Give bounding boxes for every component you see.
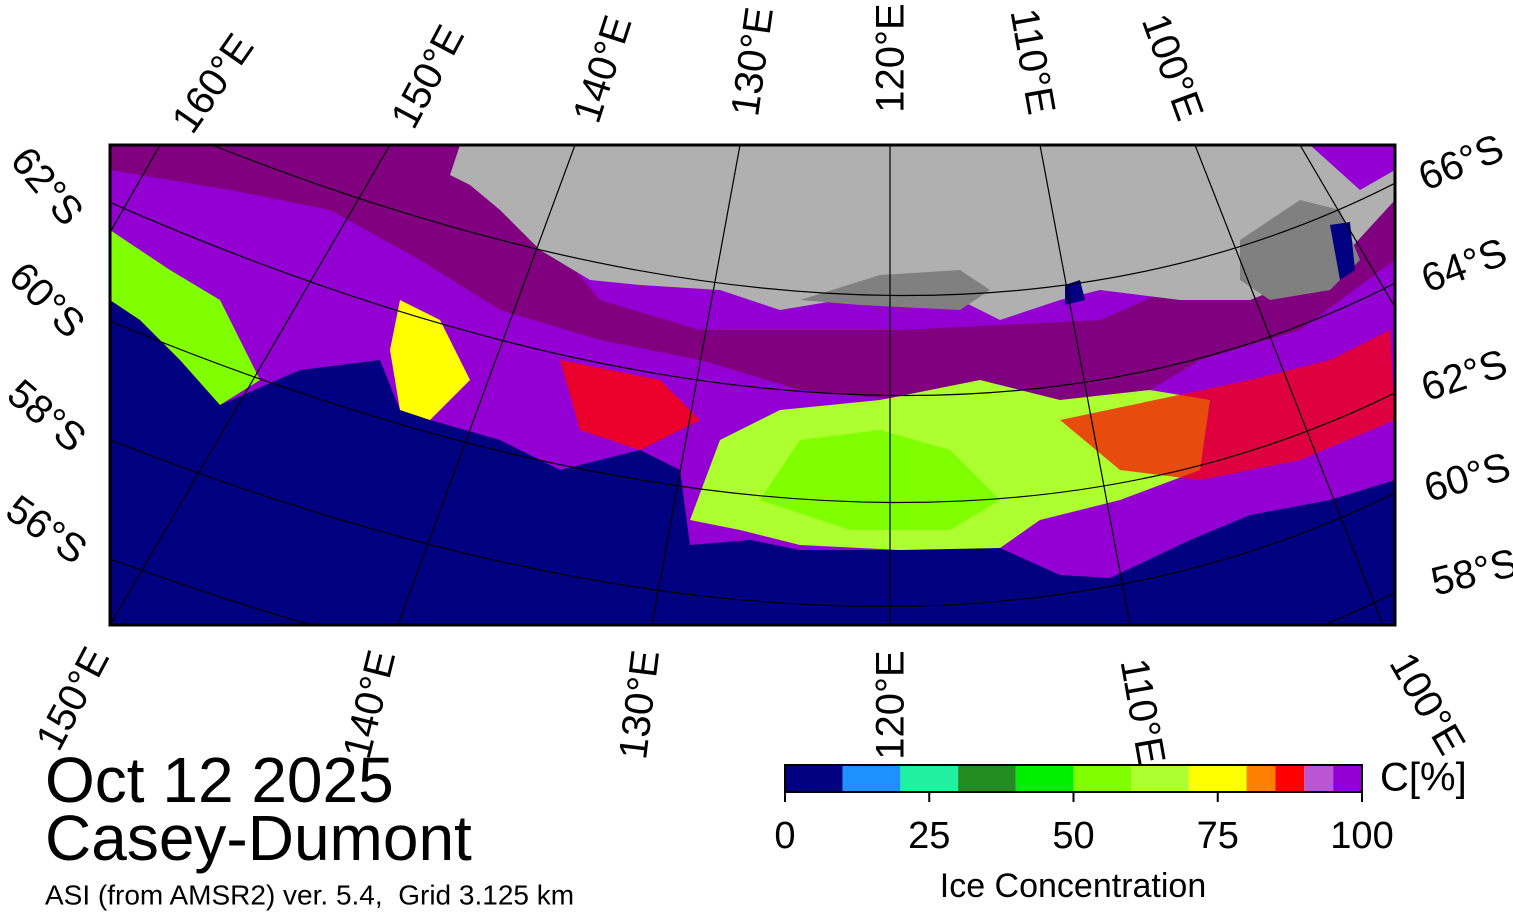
graticule-label: 120°E [869,650,913,759]
graticule-label: 150°E [383,18,473,135]
colorbar-segment [958,765,1016,792]
graticule-label: 56°S [0,487,95,573]
colorbar-tick-label: 0 [774,815,795,857]
colorbar-tick-label: 100 [1330,815,1393,857]
graticule-label: 140°E [565,10,641,128]
meridians [110,145,1395,625]
colorbar-segment [842,765,901,792]
parallels [110,145,1395,625]
map-frame [108,143,1397,627]
colorbar-segment [1073,765,1132,792]
colorbar-segment [785,765,843,792]
graticule-label: 58°S [1427,541,1513,605]
ice-medium-low [760,430,1000,530]
map-area [110,145,1395,625]
graticule-label: 66°S [1412,126,1509,199]
ice-edge-west [110,230,260,405]
graticule-label: 150°E [28,640,118,757]
colorbar: C[%] Ice Concentration 0 25 50 75 100 [774,756,1466,905]
graticule-label: 110°E [1001,5,1063,117]
colorbar-unit: C[%] [1380,756,1467,800]
graticule [110,145,1395,625]
graticule-label: 58°S [0,371,94,461]
ice-dense [110,145,1395,460]
land [450,145,1395,320]
ice-shelf [800,200,1360,310]
colorbar-segment [1188,765,1247,792]
colorbar-segment [1131,765,1189,792]
graticule-label: 130°E [723,4,782,118]
graticule-label: 160°E [164,26,263,141]
date: Oct 12 2025 [45,744,394,816]
graticule-label: 62°S [2,139,92,234]
ice-patch [560,360,700,450]
graticule-label: 110°E [1111,655,1173,767]
graticule-label: 64°S [1416,230,1513,301]
ice-patch [390,300,470,420]
graticule-label: 140°E [335,646,404,763]
graticule-label: 100°E [1133,8,1212,126]
graticule-label: 60°S [1419,444,1513,510]
colorbar-segment [1015,765,1074,792]
subtitle: ASI (from AMSR2) ver. 5.4, Grid 3.125 km [45,879,574,910]
colorbar-tick-label: 25 [908,815,950,857]
colorbar-segment [1246,765,1276,792]
colorbar-segment [1333,765,1362,792]
colorbar-segment [1304,765,1334,792]
colorbar-tick-label: 50 [1052,815,1094,857]
colorbar-segment [900,765,959,792]
region: Casey-Dumont [45,802,472,874]
colorbar-title: Ice Concentration [940,867,1207,905]
graticule-label: 120°E [869,3,913,112]
colorbar-segment [1275,765,1305,792]
graticule-label: 60°S [0,254,93,347]
colorbar-tick-label: 75 [1197,815,1239,857]
graticule-label: 100°E [1381,645,1474,762]
graticule-label: 62°S [1416,341,1513,410]
graticule-label: 130°E [611,648,668,762]
